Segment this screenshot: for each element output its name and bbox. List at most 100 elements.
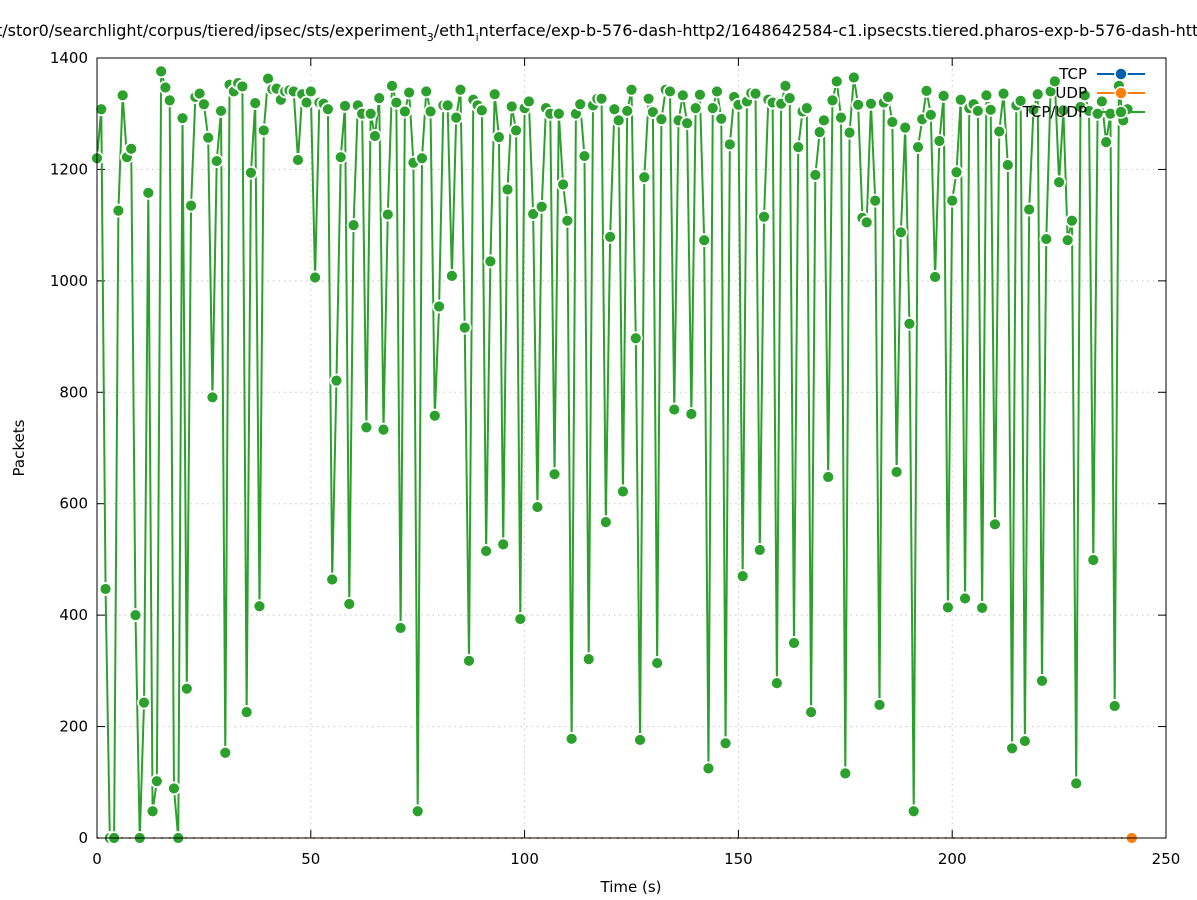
tcp-udp-data-point <box>911 140 925 155</box>
title-part: nterface/exp-b-576-dash-http2/1648642584… <box>479 21 1197 40</box>
tcp-udp-data-point <box>167 781 181 796</box>
chart-title: t/stor0/searchlight/corpus/tiered/ipsec/… <box>0 21 1197 44</box>
tcp-udp-data-point <box>1090 106 1105 121</box>
tcp-udp-data-point <box>402 85 417 100</box>
tcp-udp-data-point <box>389 95 404 110</box>
tcp-udp-data-point <box>291 153 305 167</box>
tcp-udp-data-point <box>577 149 592 163</box>
tcp-udp-data-point <box>821 470 836 484</box>
tcp-udp-data-point <box>376 422 391 437</box>
tcp-udp-data-point <box>624 82 639 97</box>
tcp-udp-data-point <box>953 92 968 107</box>
tcp-udp-data-point <box>487 87 502 102</box>
tcp-udp-data-point <box>432 299 446 314</box>
tcp-udp-data-point <box>611 113 626 128</box>
tcp-udp-data-point <box>397 104 412 119</box>
axes: 0 50 100 150 200 250 0 200 400 600 800 1000 1200 1400 <box>50 49 1181 868</box>
tcp-udp-data-point <box>573 97 588 112</box>
tcp-udp-data-point <box>196 97 211 112</box>
tcp-udp-data-point <box>509 123 523 138</box>
tcp-udp-data-point <box>98 582 113 596</box>
tcp-udp-data-point <box>393 621 408 635</box>
tcp-udp-data-point <box>338 99 352 113</box>
tcp-udp-data-point <box>128 608 143 623</box>
tcp-udp-data-point <box>526 207 541 221</box>
tcp-udp-data-point <box>342 597 357 611</box>
tcp-udp-data-point <box>329 373 344 388</box>
tcp-udp-data-point <box>752 543 767 557</box>
tcp-udp-data-point <box>521 94 536 109</box>
tcp-udp-data-point <box>94 102 109 117</box>
tcp-udp-data-point <box>859 215 874 230</box>
tcp-udp-data-point <box>829 74 844 89</box>
y-tick-label: 600 <box>59 495 88 513</box>
tcp-udp-data-point <box>1086 553 1101 567</box>
tcp-udp-data-point <box>1022 202 1037 217</box>
tcp-udp-data-point <box>346 218 361 233</box>
tcp-udp-data-point <box>256 123 271 138</box>
tcp-udp-data-point <box>244 165 258 180</box>
tcp-udp-data-point <box>1094 94 1109 109</box>
tcp-udp-data-point <box>462 653 476 668</box>
tcp-udp-data-point <box>1056 103 1071 118</box>
tcp-udp-data-point <box>504 99 519 114</box>
y-tick-label: 1000 <box>50 272 88 290</box>
tcp-udp-data-point <box>145 804 160 819</box>
tcp-udp-data-point <box>415 151 429 166</box>
tcp-udp-data-point <box>496 537 511 552</box>
grid <box>97 58 1166 838</box>
tcp-udp-line <box>96 71 1129 839</box>
tcp-udp-data-point <box>949 165 964 180</box>
tcp-udp-data-point <box>992 124 1007 139</box>
tcp-udp-data-point <box>958 591 972 606</box>
tcp-udp-data-point <box>205 390 220 405</box>
tcp-udp-data-point <box>735 569 750 584</box>
title-subscript: i <box>476 31 479 44</box>
tcp-udp-data-point <box>581 652 596 667</box>
tcp-udp-data-point <box>941 600 955 615</box>
tcp-udp-data-point <box>663 84 677 99</box>
tcp-udp-data-point <box>359 420 374 435</box>
tcp-udp-data-point <box>453 82 468 97</box>
tcp-udp-data-point <box>889 465 904 479</box>
tcp-udp-data-point <box>970 104 985 118</box>
tcp-udp-data-point <box>1035 673 1049 688</box>
tcp-udp-data-point <box>483 254 498 269</box>
tcp-udp-data-point <box>547 467 562 482</box>
y-axis-label: Packets <box>10 419 28 476</box>
x-tick-label: 100 <box>510 850 539 868</box>
x-axis-label: Time (s) <box>600 878 662 896</box>
tcp-udp-data-point <box>799 101 814 116</box>
tcp-udp-data-point <box>175 111 190 126</box>
tcp-udp-data-point <box>697 233 712 248</box>
tcp-udp-data-point <box>149 774 164 789</box>
tcp-udp-data-point <box>787 636 801 650</box>
tcp-udp-data-point <box>945 193 960 208</box>
tcp-udp-data-point <box>842 125 857 140</box>
tcp-udp-data-point <box>902 316 917 331</box>
tcp-udp-data-point <box>321 102 335 117</box>
tcp-udp-data-point <box>564 731 579 746</box>
tcp-udp-data-point <box>184 198 198 213</box>
x-tick-label: 200 <box>938 850 967 868</box>
tcp-udp-data-point <box>919 83 934 98</box>
tcp-udp-data-point <box>680 116 694 131</box>
y-tick-label: 200 <box>59 718 88 736</box>
tcp-udp-data-point <box>1013 94 1028 108</box>
tcp-udp-data-point <box>513 612 528 626</box>
tcp-udp-data-point <box>252 599 267 614</box>
tcp-udp-data-point <box>641 91 656 106</box>
tcp-udp-data-point <box>667 402 682 417</box>
x-tick-label: 50 <box>301 850 320 868</box>
tcp-udp-data-point <box>675 88 690 103</box>
tcp-udp-data-point <box>1030 87 1045 102</box>
tcp-udp-data-point <box>988 517 1002 532</box>
tcp-udp-data-point <box>983 102 998 117</box>
tcp-udp-data-point <box>248 96 263 111</box>
y-tick-label: 800 <box>59 383 88 401</box>
tcp-udp-data-point <box>705 101 720 116</box>
tcp-udp-data-point <box>851 97 866 112</box>
tcp-udp-data-point <box>201 130 216 145</box>
